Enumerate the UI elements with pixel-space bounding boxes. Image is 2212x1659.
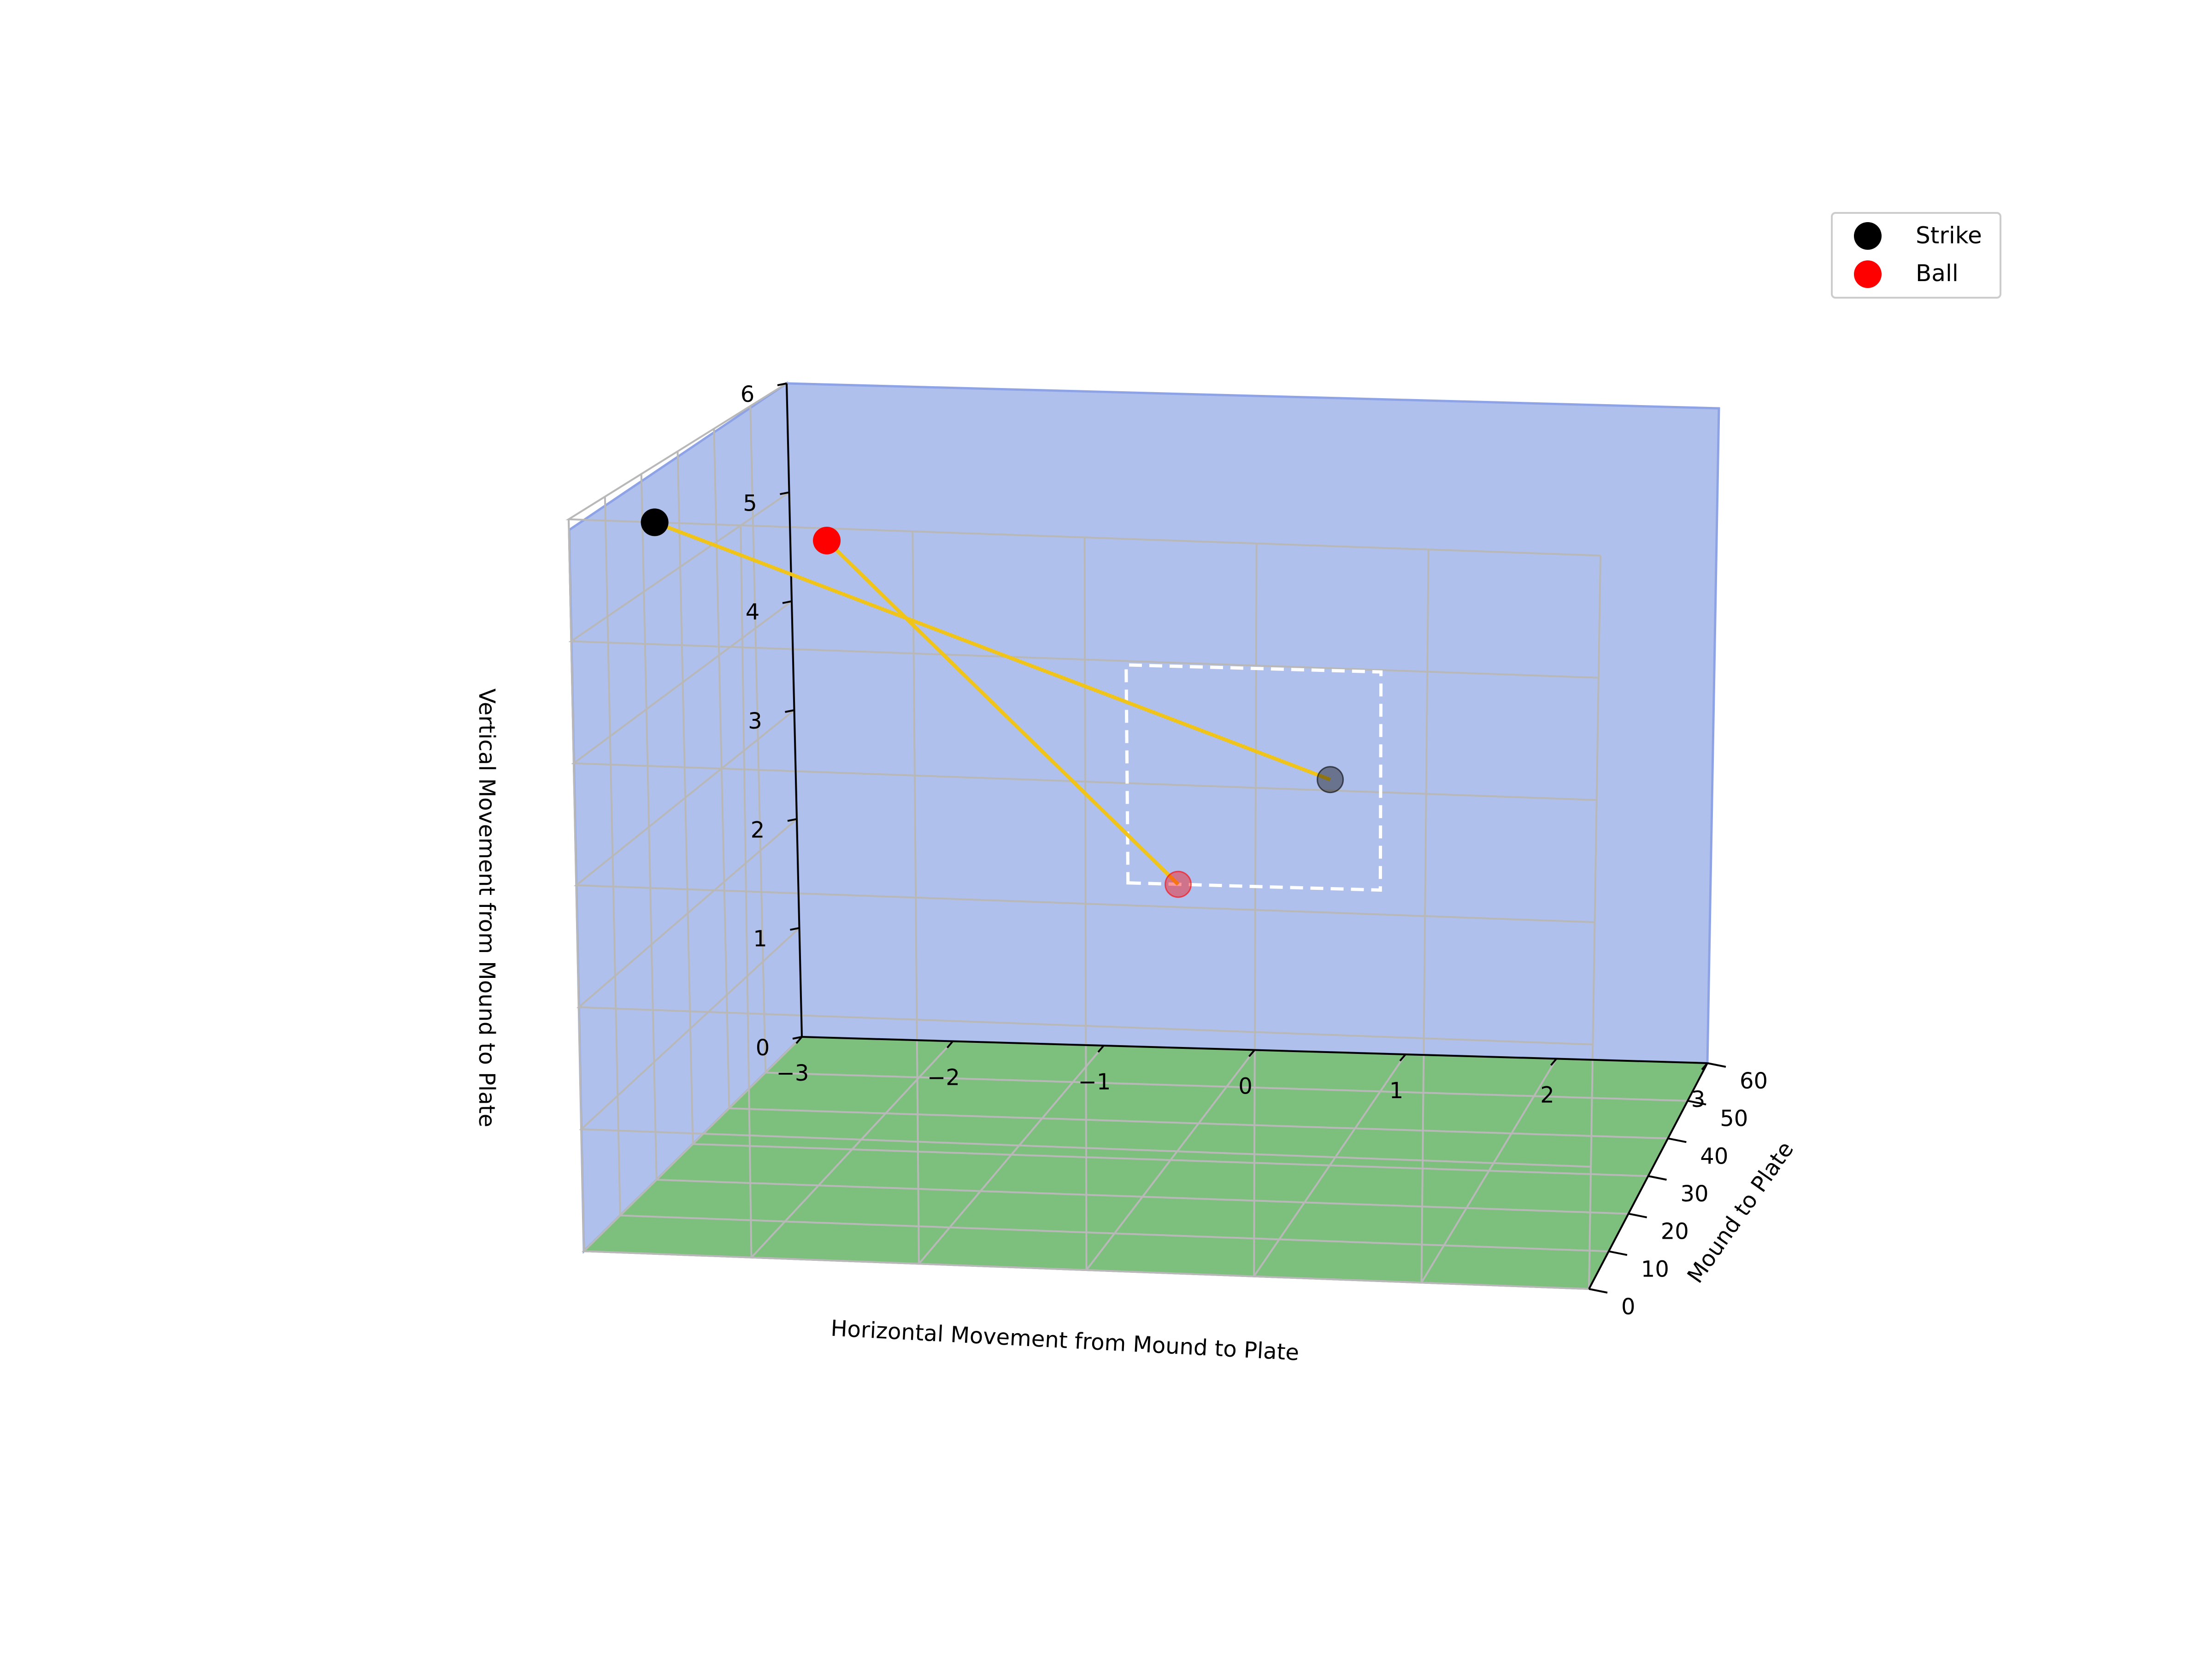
grid-line-y bbox=[568, 519, 1589, 1290]
z-tick bbox=[777, 382, 787, 386]
y-tick bbox=[1667, 1137, 1687, 1143]
y-tick-label: 40 bbox=[1700, 1143, 1728, 1169]
grid-line-y bbox=[604, 496, 1609, 1253]
z-axis-label: Vertical Movement from Mound to Plate bbox=[474, 688, 500, 1127]
pitch-trajectory bbox=[825, 539, 1180, 886]
grid-line-y bbox=[749, 406, 1688, 1102]
y-tick-label: 0 bbox=[1621, 1294, 1635, 1320]
legend: Strike Ball bbox=[1831, 212, 2001, 299]
x-tick bbox=[1248, 1049, 1256, 1057]
y-tick bbox=[1687, 1100, 1706, 1106]
pitch-marks bbox=[641, 508, 1383, 898]
x-tick-label: −1 bbox=[1078, 1069, 1111, 1095]
pitch-release-point bbox=[813, 526, 841, 554]
axis-lines bbox=[777, 382, 1726, 1294]
strike-zone bbox=[1124, 663, 1383, 892]
x-tick-label: −3 bbox=[777, 1060, 809, 1086]
x-tick-label: 3 bbox=[1691, 1087, 1706, 1112]
x-tick-label: 0 bbox=[1238, 1074, 1253, 1100]
z-tick-label: 0 bbox=[756, 1035, 770, 1061]
legend-label-ball: Ball bbox=[1916, 260, 1959, 287]
z-tick bbox=[782, 600, 792, 604]
x-tick-label: −2 bbox=[927, 1065, 960, 1091]
pitch-trajectory bbox=[654, 520, 1331, 782]
z-tick-label: 4 bbox=[746, 600, 760, 625]
z-tick bbox=[792, 1036, 802, 1040]
x-tick bbox=[1701, 1062, 1708, 1071]
x-tick-label: 2 bbox=[1540, 1082, 1554, 1108]
z-tick-label: 6 bbox=[741, 382, 755, 407]
legend-marker-ball bbox=[1854, 260, 1882, 288]
y-tick bbox=[1608, 1250, 1628, 1256]
pitch-release-point bbox=[641, 508, 669, 536]
z-tick-label: 3 bbox=[748, 708, 762, 734]
y-tick-label: 50 bbox=[1720, 1106, 1748, 1132]
legend-marker-strike bbox=[1854, 222, 1882, 250]
y-tick-label: 30 bbox=[1681, 1181, 1709, 1207]
y-tick bbox=[1588, 1288, 1608, 1294]
z-tick-label: 5 bbox=[743, 490, 757, 516]
back-wall-pane bbox=[785, 382, 1720, 1065]
z-tick bbox=[787, 818, 797, 822]
grid-line-y bbox=[640, 474, 1629, 1215]
z-tick-label: 2 bbox=[751, 817, 765, 843]
z-tick bbox=[790, 927, 800, 931]
x-tick bbox=[1399, 1053, 1406, 1062]
grid-line-y bbox=[677, 451, 1648, 1177]
z-tick-label: 1 bbox=[753, 926, 767, 952]
grid-lines bbox=[565, 382, 1708, 1290]
x-axis-label: Horizontal Movement from Mound to Plate bbox=[830, 1315, 1300, 1365]
axis-panes bbox=[568, 381, 1720, 1290]
z-tick bbox=[780, 491, 789, 495]
pitch-plate-point bbox=[1317, 766, 1344, 794]
grid-line-y bbox=[713, 429, 1668, 1140]
x-tick bbox=[1097, 1045, 1105, 1053]
y-tick bbox=[1648, 1175, 1667, 1181]
z-tick bbox=[785, 709, 794, 713]
x-tick bbox=[946, 1041, 954, 1048]
legend-label-strike: Strike bbox=[1916, 222, 1982, 249]
x-tick bbox=[1550, 1058, 1558, 1066]
y-tick-label: 20 bbox=[1661, 1219, 1689, 1245]
y-tick-label: 60 bbox=[1740, 1068, 1768, 1094]
y-tick bbox=[1628, 1212, 1647, 1218]
pitch-plate-point bbox=[1165, 871, 1192, 898]
x-tick-label: 1 bbox=[1389, 1078, 1404, 1104]
y-tick-label: 10 bbox=[1641, 1256, 1669, 1282]
y-tick bbox=[1707, 1062, 1726, 1068]
